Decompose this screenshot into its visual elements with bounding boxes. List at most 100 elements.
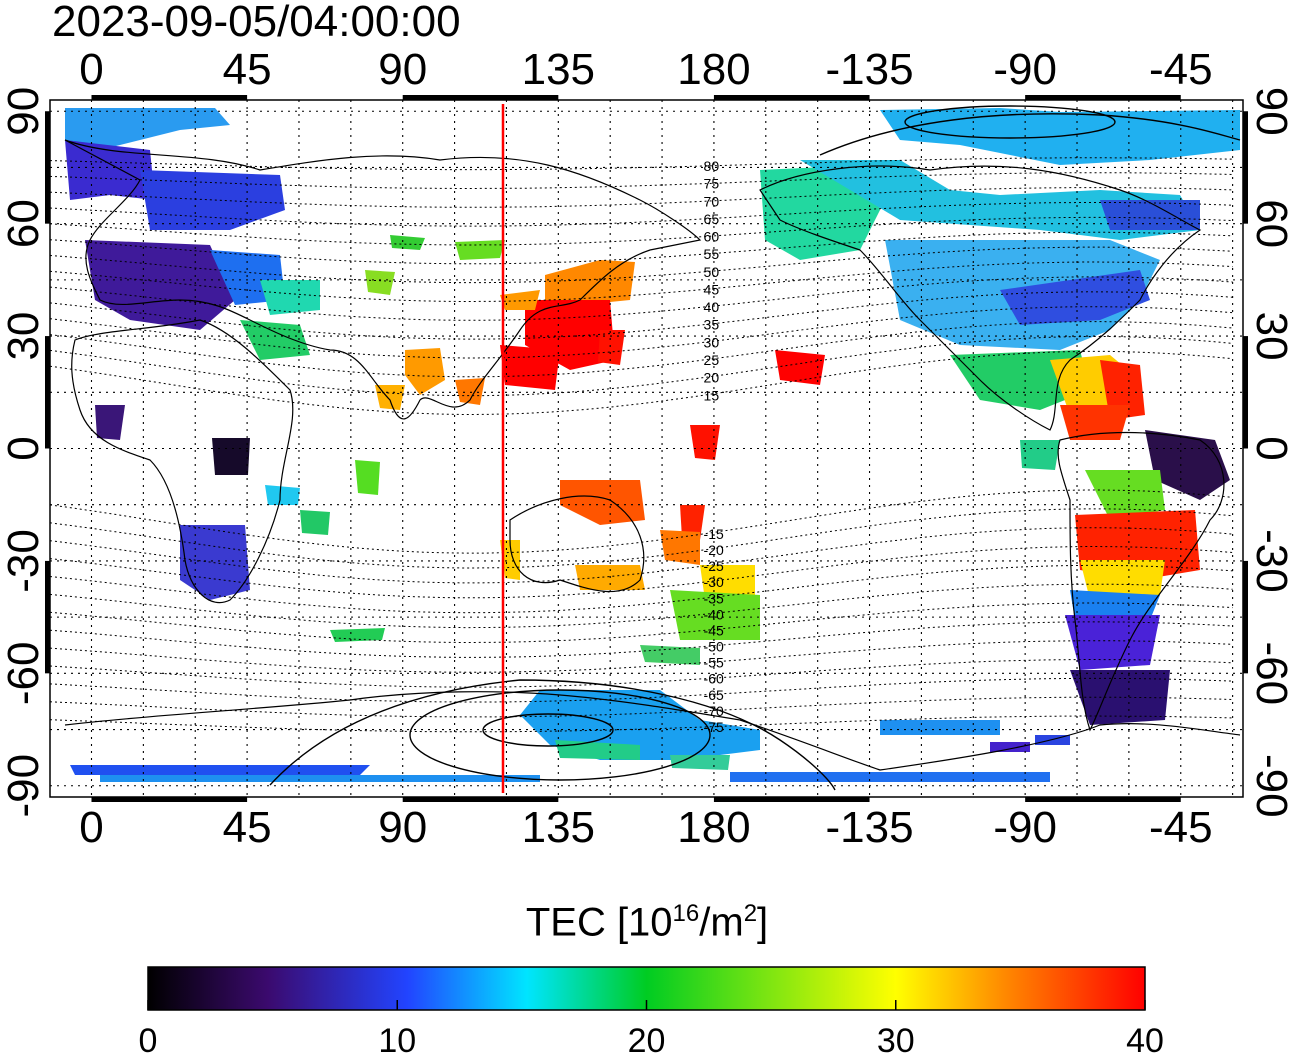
left-lat-tick: -30 bbox=[0, 529, 48, 593]
tec-patch bbox=[1020, 440, 1060, 470]
contour-label: 20 bbox=[704, 370, 720, 386]
magnetic-contour bbox=[50, 336, 1233, 397]
magnetic-contour bbox=[50, 696, 1233, 718]
tec-patch bbox=[1085, 470, 1165, 520]
frame-bar-bottom bbox=[1025, 797, 1181, 802]
contour-label: -70 bbox=[704, 703, 724, 719]
tec-patch bbox=[880, 720, 1000, 735]
tec-patch bbox=[260, 280, 320, 315]
tec-patch bbox=[1060, 405, 1130, 440]
grid bbox=[50, 100, 1243, 797]
top-lon-tick: -90 bbox=[993, 45, 1057, 94]
coast-antarctica bbox=[64, 691, 1241, 771]
colorbar-tick-label: 30 bbox=[877, 1022, 915, 1057]
frame-bar-bottom bbox=[402, 797, 559, 802]
tec-patch bbox=[990, 742, 1030, 752]
contour-label: -15 bbox=[704, 526, 724, 542]
colorbar-title-suffix: ] bbox=[757, 900, 769, 945]
tec-patch bbox=[365, 270, 395, 295]
tec-patch bbox=[640, 645, 700, 665]
contour-label: 75 bbox=[704, 176, 720, 192]
coast-eurasia bbox=[64, 139, 702, 420]
tec-patch bbox=[265, 485, 300, 505]
tec-patch bbox=[1080, 560, 1165, 600]
colorbar-tick-label: 20 bbox=[628, 1022, 666, 1057]
magnetic-pole-rings bbox=[269, 105, 1241, 791]
tec-patch bbox=[690, 425, 720, 460]
north-pole-ring-outer bbox=[819, 113, 1241, 156]
frame-bar-top bbox=[402, 95, 559, 100]
colorbar-title-prefix: TEC [10 bbox=[525, 900, 673, 945]
right-latitude-ticks: 90 60 30 0 -30 -60 -90 bbox=[1247, 87, 1294, 818]
contour-label: 40 bbox=[704, 299, 720, 315]
contour-label: 35 bbox=[704, 317, 720, 333]
top-lon-tick: 0 bbox=[79, 45, 103, 94]
right-lat-tick: -90 bbox=[1247, 754, 1294, 818]
magnetic-contour bbox=[50, 527, 1233, 584]
left-latitude-ticks: 90 60 30 0 -30 -60 -90 bbox=[0, 87, 48, 818]
tec-patch bbox=[560, 480, 645, 525]
bottom-lon-tick: 0 bbox=[79, 803, 103, 852]
tec-patch bbox=[300, 510, 330, 535]
contour-label: 60 bbox=[704, 229, 720, 245]
south-pole-ring-inner bbox=[482, 713, 614, 747]
contour-label: -40 bbox=[704, 606, 724, 622]
magnetic-contour bbox=[50, 172, 1233, 190]
tec-patch bbox=[95, 405, 125, 440]
left-lat-tick: 30 bbox=[0, 312, 48, 361]
contour-label: -75 bbox=[704, 719, 724, 735]
contour-label: -55 bbox=[704, 655, 724, 671]
top-lon-tick: 90 bbox=[378, 45, 427, 94]
top-longitude-ticks: 0 45 90 135 180 -135 -90 -45 bbox=[79, 45, 1212, 94]
tec-patch bbox=[500, 290, 540, 310]
coast-australia bbox=[509, 495, 645, 593]
bottom-lon-tick: 180 bbox=[677, 803, 750, 852]
tec-patch bbox=[85, 240, 235, 330]
colorbar-title: TEC [1016/m2] bbox=[0, 900, 1294, 945]
tec-patch bbox=[100, 775, 540, 782]
tec-patch bbox=[140, 170, 285, 230]
colorbar-title-exp1: 16 bbox=[672, 900, 700, 927]
tec-patch bbox=[405, 348, 445, 395]
tec-patch bbox=[375, 385, 405, 410]
colorbar-tick-label: 0 bbox=[139, 1022, 158, 1057]
colorbar-tick-label: 40 bbox=[1126, 1022, 1164, 1057]
magnetic-contour bbox=[50, 187, 1233, 208]
tec-patch bbox=[545, 260, 635, 305]
tec-patch bbox=[65, 140, 155, 200]
bottom-lon-tick: -90 bbox=[993, 803, 1057, 852]
tec-patch bbox=[330, 628, 385, 642]
frame-bar-left bbox=[45, 111, 50, 224]
contour-label: 80 bbox=[704, 158, 720, 174]
top-lon-tick: 45 bbox=[223, 45, 272, 94]
magnetic-latitude-contours bbox=[50, 157, 1233, 733]
coast-s-america bbox=[1057, 431, 1225, 732]
magnetic-contour bbox=[50, 658, 1233, 688]
timestamp: 2023-09-05/04:00:00 bbox=[52, 0, 461, 46]
contour-label: -35 bbox=[704, 590, 724, 606]
tec-data-patches bbox=[65, 108, 1240, 782]
contour-label: -45 bbox=[704, 622, 724, 638]
south-pole-ring-outer bbox=[409, 689, 711, 781]
top-lon-tick: -45 bbox=[1149, 45, 1213, 94]
frame-bar-left bbox=[45, 560, 50, 674]
tec-patch bbox=[598, 330, 625, 365]
right-lat-tick: 90 bbox=[1247, 87, 1294, 136]
left-lat-tick: -60 bbox=[0, 642, 48, 706]
tec-patch bbox=[1100, 200, 1200, 230]
tec-patch bbox=[680, 505, 705, 540]
tec-patch bbox=[670, 755, 730, 770]
south-pole-ring-outermost bbox=[269, 679, 836, 791]
magnetic-contour bbox=[50, 621, 1233, 658]
tec-patch bbox=[800, 160, 1200, 240]
top-lon-tick: 135 bbox=[522, 45, 595, 94]
bottom-lon-tick: -45 bbox=[1149, 803, 1213, 852]
tec-patch bbox=[775, 350, 825, 385]
north-pole-ring-inner bbox=[904, 105, 1116, 139]
frame-bar-right bbox=[1243, 560, 1248, 674]
coast-africa bbox=[71, 319, 294, 604]
left-lat-tick: -90 bbox=[0, 754, 48, 818]
frame-bar-left bbox=[45, 336, 50, 449]
tec-patch bbox=[1070, 590, 1160, 620]
